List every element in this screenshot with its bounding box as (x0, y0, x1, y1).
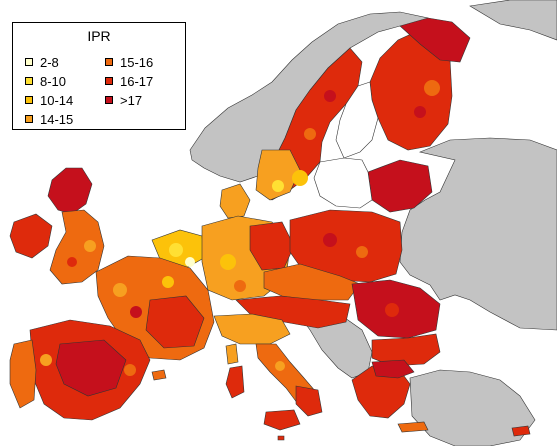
region-sweden-south (255, 149, 301, 201)
region-baleares (151, 369, 167, 381)
legend-item: 2-8 (25, 54, 59, 70)
legend-label: 2-8 (40, 54, 59, 70)
legend-label: 15-16 (120, 54, 154, 70)
legend-title: IPR (87, 28, 111, 44)
patch (272, 180, 284, 192)
baltic-sea (313, 157, 373, 209)
patch (324, 90, 336, 102)
patch (130, 306, 142, 318)
patch (385, 303, 399, 317)
region-portugal (9, 339, 37, 409)
region-finland (369, 29, 453, 151)
sea-areas (313, 81, 379, 209)
legend-item: 14-15 (25, 111, 73, 127)
patch (234, 280, 246, 292)
region-france-south (145, 295, 205, 349)
legend-item: >17 (105, 92, 142, 108)
patch (323, 233, 337, 247)
region-england (49, 209, 105, 285)
legend-swatch (25, 58, 33, 66)
data-regions (9, 17, 531, 441)
region-scotland (47, 167, 93, 215)
region-malta (277, 435, 285, 441)
patch (84, 240, 96, 252)
patch (414, 106, 426, 118)
legend-item: 10-14 (25, 92, 73, 108)
patch (185, 257, 195, 267)
gulf-of-bothnia (335, 81, 379, 159)
region-greece-north (371, 359, 415, 379)
patch (292, 170, 308, 186)
region-crete (397, 421, 429, 433)
region-bulgaria (371, 333, 441, 367)
patch (67, 257, 77, 267)
patch (356, 246, 368, 258)
region-cyprus (511, 425, 531, 437)
region-ireland (9, 213, 53, 259)
patch (40, 354, 52, 366)
legend-label: 10-14 (40, 92, 74, 108)
legend-label: 14-15 (40, 111, 74, 127)
region-sardinia (225, 365, 245, 399)
patch (124, 364, 136, 376)
patch (220, 254, 236, 270)
region-arctic-strip (469, 0, 557, 41)
legend-swatch (105, 96, 113, 104)
legend-label: 16-17 (120, 73, 154, 89)
region-baltics (367, 159, 433, 213)
legend-item: 8-10 (25, 73, 66, 89)
region-corsica (225, 343, 239, 365)
patch (113, 283, 127, 297)
legend-swatch (105, 58, 113, 66)
region-norway (189, 11, 429, 183)
legend-label: >17 (120, 92, 143, 108)
legend-swatch (25, 77, 33, 85)
map-legend: IPR 2-8 8-10 10-14 14-15 15-16 16-17 >17 (12, 22, 186, 130)
legend-swatch (25, 115, 33, 123)
region-sicily (263, 409, 301, 431)
legend-label: 8-10 (40, 73, 67, 89)
region-finland-north (399, 17, 471, 63)
region-italy-south (295, 385, 323, 417)
legend-item: 15-16 (105, 54, 153, 70)
legend-swatch (105, 77, 113, 85)
legend-item: 16-17 (105, 73, 153, 89)
region-russia-belarus-ukraine (399, 137, 557, 331)
region-spain-central (55, 339, 127, 397)
region-italy-north (213, 313, 291, 345)
patch (424, 80, 440, 96)
patch (275, 361, 285, 371)
patch (304, 128, 316, 140)
legend-swatch (25, 96, 33, 104)
region-czech-slovakia (263, 263, 361, 301)
patch (169, 243, 183, 257)
patch (162, 276, 174, 288)
detail-patches (40, 80, 440, 376)
region-denmark (219, 183, 251, 219)
